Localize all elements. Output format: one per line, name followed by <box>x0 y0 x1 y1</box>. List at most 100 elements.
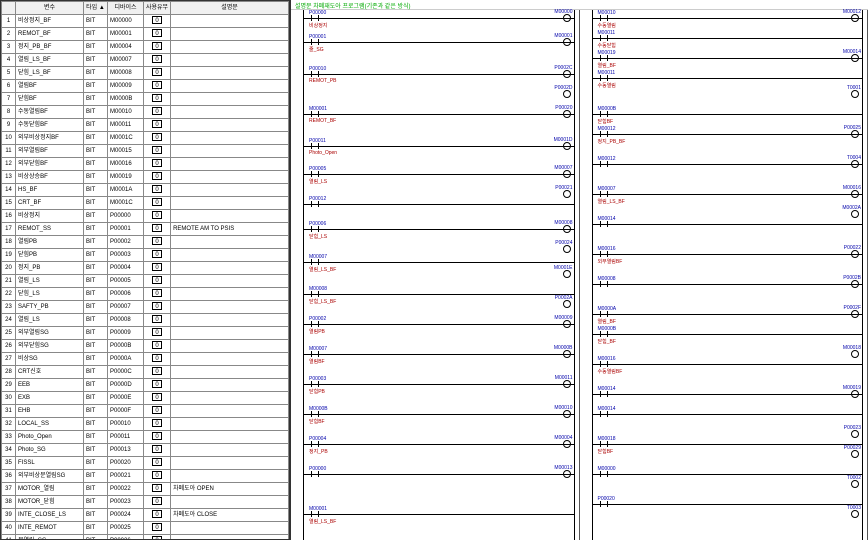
ladder-ref-label: M00012 <box>598 126 616 132</box>
row-device: P0000D <box>108 379 144 392</box>
row-desc <box>171 145 289 158</box>
table-row[interactable]: 40INTE_REMOTBITP000250 <box>2 522 289 535</box>
table-row[interactable]: 37MOTOR_열림BITP000220차폐도아 OPEN <box>2 483 289 496</box>
row-num: 12 <box>2 158 16 171</box>
row-var: 비상정지_BF <box>16 15 84 28</box>
row-use: 0 <box>144 353 171 366</box>
table-row[interactable]: 7닫힘BFBITM0000B0 <box>2 93 289 106</box>
row-var: 정지_PB <box>16 262 84 275</box>
row-num: 39 <box>2 509 16 522</box>
table-row[interactable]: 19닫힘PBBITP000030 <box>2 249 289 262</box>
row-desc <box>171 314 289 327</box>
row-desc <box>171 366 289 379</box>
table-row[interactable]: 27비상SGBITP0000A0 <box>2 353 289 366</box>
table-row[interactable]: 13비상상승BFBITM000190 <box>2 171 289 184</box>
row-desc <box>171 210 289 223</box>
row-var: Photo_SG <box>16 444 84 457</box>
row-device: M00004 <box>108 41 144 54</box>
table-row[interactable]: 26외부닫힘SGBITP0000B0 <box>2 340 289 353</box>
ladder-ref-sublabel: Photo_Open <box>309 150 337 156</box>
ladder-ref-label: M00001 <box>309 506 327 512</box>
table-row[interactable]: 15CRT_BFBITM0001C0 <box>2 197 289 210</box>
ladder-coil <box>563 380 571 388</box>
table-row[interactable]: 17REMOT_SSBITP000010REMOTE AM TO PSIS <box>2 223 289 236</box>
table-row[interactable]: 33Photo_OpenBITP000110 <box>2 431 289 444</box>
table-row[interactable]: 38MOTOR_닫힘BITP000230 <box>2 496 289 509</box>
row-desc <box>171 405 289 418</box>
table-row[interactable]: 4열림_LS_BFBITM000070 <box>2 54 289 67</box>
ladder-ref-sublabel: 줄_SG <box>309 46 324 53</box>
table-row[interactable]: 6열림BFBITM000090 <box>2 80 289 93</box>
ladder-out-label: M00010 <box>554 405 572 411</box>
row-var: 외부닫힘BF <box>16 158 84 171</box>
row-desc <box>171 236 289 249</box>
row-device: P00021 <box>108 470 144 483</box>
row-type: BIT <box>84 418 108 431</box>
table-row[interactable]: 41문열림_SGBITP000260 <box>2 535 289 540</box>
ladder-out-label: T0001 <box>847 85 861 91</box>
table-row[interactable]: 14HS_BFBITM0001A0 <box>2 184 289 197</box>
row-desc <box>171 457 289 470</box>
row-var: CRT_BF <box>16 197 84 210</box>
table-row[interactable]: 28CRT신호BITP0000C0 <box>2 366 289 379</box>
row-var: INTE_REMOT <box>16 522 84 535</box>
row-device: P00013 <box>108 444 144 457</box>
table-row[interactable]: 31EHBBITP0000F0 <box>2 405 289 418</box>
row-device: P0000C <box>108 366 144 379</box>
row-type: BIT <box>84 301 108 314</box>
row-use: 0 <box>144 340 171 353</box>
table-row[interactable]: 5닫힘_LS_BFBITM000080 <box>2 67 289 80</box>
ladder-ref-label: M00007 <box>598 186 616 192</box>
ladder-ref-label: P00011 <box>309 138 326 144</box>
table-row[interactable]: 3정지_PB_BFBITM000040 <box>2 41 289 54</box>
row-desc <box>171 327 289 340</box>
row-num: 38 <box>2 496 16 509</box>
table-row[interactable]: 39INTE_CLOSE_LSBITP000240차폐도아 CLOSE <box>2 509 289 522</box>
table-row[interactable]: 2REMOT_BFBITM000010 <box>2 28 289 41</box>
table-row[interactable]: 21열림_LSBITP000050 <box>2 275 289 288</box>
table-row[interactable]: 8수동열림BFBITM000100 <box>2 106 289 119</box>
row-type: BIT <box>84 444 108 457</box>
row-num: 23 <box>2 301 16 314</box>
row-use: 0 <box>144 405 171 418</box>
row-type: BIT <box>84 249 108 262</box>
row-desc <box>171 93 289 106</box>
ladder-out-label: P00023 <box>844 425 861 431</box>
row-var: LOCAL_SS <box>16 418 84 431</box>
row-desc <box>171 470 289 483</box>
table-row[interactable]: 29EEBBITP0000D0 <box>2 379 289 392</box>
row-desc <box>171 444 289 457</box>
ladder-ref-label: M00008 <box>309 286 327 292</box>
row-type: BIT <box>84 327 108 340</box>
table-row[interactable]: 9수동닫힘BFBITM000110 <box>2 119 289 132</box>
table-row[interactable]: 23SAFTY_PBBITP000070 <box>2 301 289 314</box>
table-row[interactable]: 35FISSLBITP000200 <box>2 457 289 470</box>
table-row[interactable]: 34Photo_SGBITP000130 <box>2 444 289 457</box>
row-type: BIT <box>84 483 108 496</box>
table-row[interactable]: 32LOCAL_SSBITP000100 <box>2 418 289 431</box>
table-row[interactable]: 22닫힘_LSBITP000060 <box>2 288 289 301</box>
table-row[interactable]: 1비상정지_BFBITM000000 <box>2 15 289 28</box>
table-row[interactable]: 24열림_LSBITP000080 <box>2 314 289 327</box>
table-row[interactable]: 25외부열림SGBITP000090 <box>2 327 289 340</box>
ladder-ref-label: M00014 <box>598 216 616 222</box>
row-desc <box>171 41 289 54</box>
ladder-out-label: M00018 <box>843 345 861 351</box>
row-desc <box>171 80 289 93</box>
table-row[interactable]: 12외부닫힘BFBITM000160 <box>2 158 289 171</box>
table-row[interactable]: 11외부열림BFBITM000150 <box>2 145 289 158</box>
table-row[interactable]: 30EXBBITP0000E0 <box>2 392 289 405</box>
table-row[interactable]: 20정지_PBBITP000040 <box>2 262 289 275</box>
table-row[interactable]: 18열림PBBITP000020 <box>2 236 289 249</box>
table-row[interactable]: 36외부비상문열림SGBITP000210 <box>2 470 289 483</box>
row-var: 열림BF <box>16 80 84 93</box>
table-row[interactable]: 16비상정지BITP000000 <box>2 210 289 223</box>
row-num: 5 <box>2 67 16 80</box>
row-use: 0 <box>144 67 171 80</box>
table-row[interactable]: 10외부비상정지BFBITM0001C0 <box>2 132 289 145</box>
row-device: M00015 <box>108 145 144 158</box>
row-device: P00002 <box>108 236 144 249</box>
ladder-ref-sublabel: 수동열림 <box>598 22 616 29</box>
row-type: BIT <box>84 106 108 119</box>
row-num: 14 <box>2 184 16 197</box>
